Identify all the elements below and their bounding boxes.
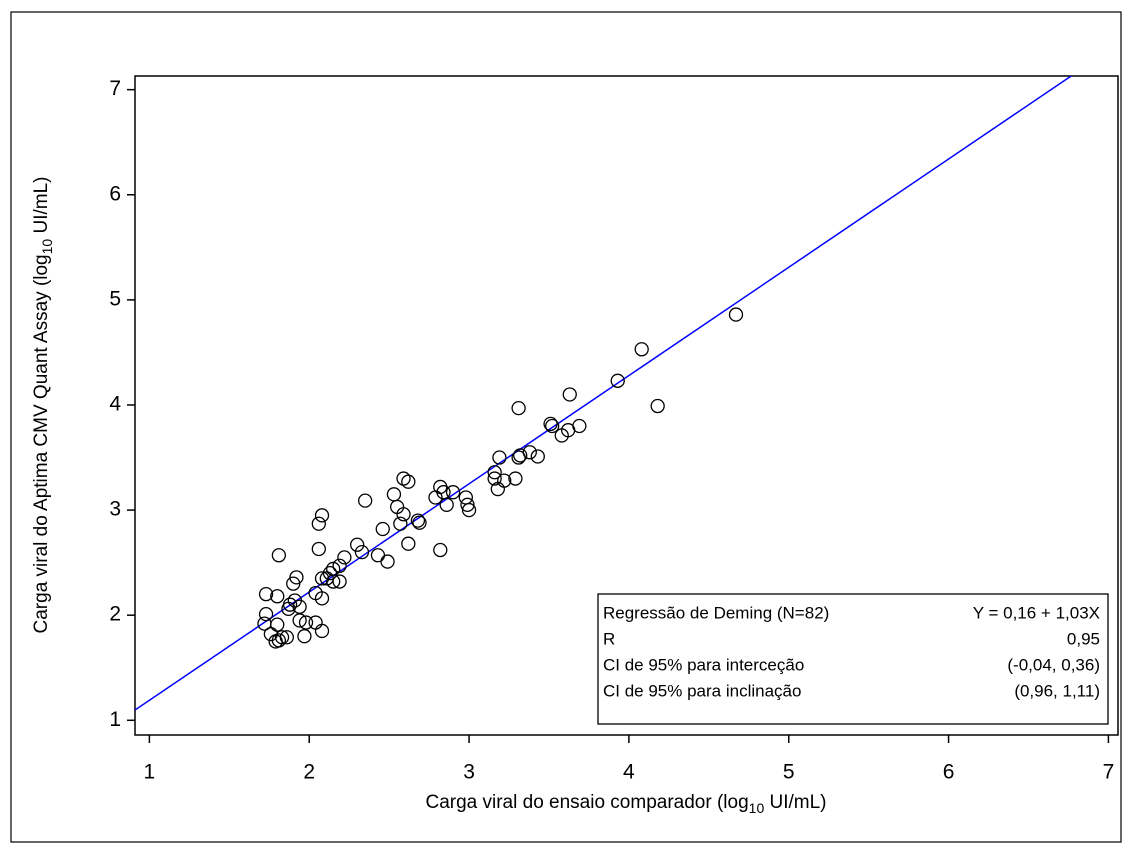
point: [258, 587, 274, 602]
point: [461, 502, 477, 518]
point: [314, 571, 330, 586]
point: [492, 450, 507, 465]
stats-label: CI de 95% para interceção: [603, 655, 804, 674]
point: [326, 574, 341, 589]
point: [412, 515, 427, 530]
y-tick-label: 6: [109, 182, 121, 205]
point: [428, 490, 443, 505]
point: [490, 481, 505, 497]
stats-value: Y = 0,16 + 1,03X: [973, 603, 1100, 622]
point: [393, 516, 408, 531]
point: [268, 634, 283, 649]
point: [554, 428, 569, 443]
point: [354, 544, 370, 560]
point: [410, 513, 426, 528]
x-tick-label: 4: [623, 761, 635, 784]
point: [380, 554, 395, 569]
point: [487, 465, 502, 480]
point: [311, 516, 326, 531]
stats-label: R: [603, 629, 615, 648]
point: [511, 400, 526, 416]
y-tick-label: 4: [109, 393, 121, 416]
x-tick-label: 6: [943, 761, 955, 784]
point: [370, 548, 386, 563]
point: [439, 497, 454, 512]
point: [386, 487, 402, 502]
point: [728, 307, 744, 322]
point: [270, 589, 285, 604]
point: [634, 342, 649, 357]
point: [332, 574, 347, 589]
y-tick-label: 3: [109, 498, 121, 521]
stats-value: (-0,04, 0,36): [1007, 655, 1100, 674]
stats-label: Regressão de Deming (N=82): [603, 603, 829, 622]
point: [562, 387, 577, 402]
y-axis-label: Carga viral do Aptima CMV Quant Assay (l…: [31, 177, 55, 634]
point: [270, 617, 285, 632]
point: [487, 471, 502, 486]
point: [508, 471, 523, 486]
point: [297, 629, 312, 644]
point: [308, 615, 323, 630]
point: [610, 373, 625, 388]
point: [530, 449, 545, 464]
point: [460, 497, 475, 512]
point: [543, 416, 558, 432]
point: [308, 585, 323, 601]
point: [650, 398, 665, 414]
point: [401, 536, 416, 551]
x-tick-label: 1: [144, 761, 156, 784]
point: [545, 418, 560, 434]
point: [513, 448, 528, 463]
point: [433, 542, 448, 558]
y-tick-label: 7: [109, 77, 121, 100]
x-tick-label: 3: [463, 761, 475, 784]
point: [298, 615, 314, 630]
x-axis-label: Carga viral do ensaio comparador (log10 …: [425, 792, 826, 816]
y-tick-label: 1: [109, 708, 121, 731]
point: [375, 521, 390, 537]
x-tick-label: 7: [1103, 761, 1115, 784]
stats-label: CI de 95% para inclinação: [603, 681, 801, 700]
point: [281, 601, 296, 617]
point: [350, 537, 365, 552]
point: [292, 613, 307, 628]
point: [401, 474, 416, 489]
point: [286, 576, 301, 591]
point: [332, 558, 347, 573]
point: [271, 548, 287, 563]
point: [292, 599, 307, 614]
x-tick-label: 5: [783, 761, 795, 784]
point: [311, 541, 326, 557]
point: [337, 550, 352, 565]
point: [396, 471, 411, 486]
y-tick-label: 2: [109, 603, 121, 626]
point: [445, 485, 461, 500]
stats-box: [597, 593, 1109, 725]
point: [258, 606, 274, 622]
outer-border: [10, 11, 1122, 843]
stats-value: (0,96, 1,11): [1014, 681, 1100, 700]
point: [511, 450, 526, 465]
point: [314, 508, 330, 523]
stats-value: 0,95: [1067, 629, 1100, 648]
point: [314, 623, 330, 639]
point: [358, 493, 373, 508]
x-tick-label: 2: [303, 761, 315, 784]
regression-line: [135, 76, 1073, 711]
y-tick-label: 5: [109, 287, 121, 310]
point: [396, 507, 411, 522]
